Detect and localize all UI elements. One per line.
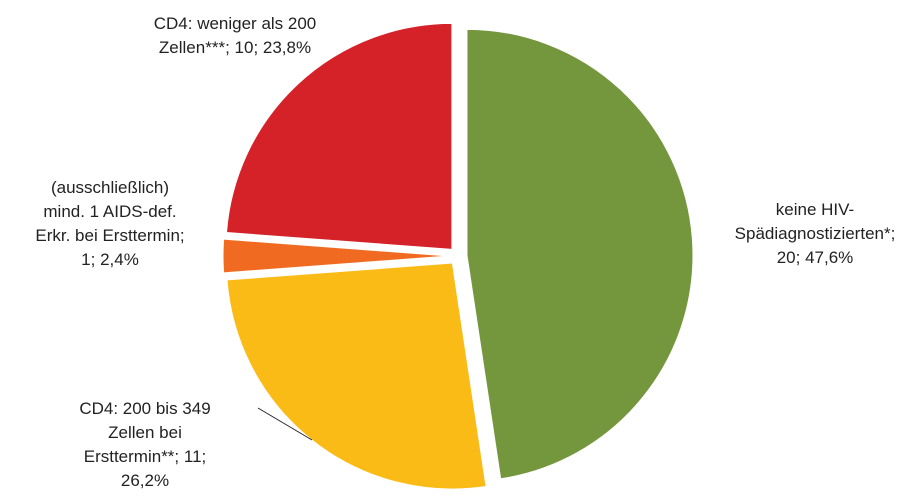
leader-line	[257, 407, 313, 441]
label-name: (ausschließlich) mind. 1 AIDS-def. Erkr.…	[35, 178, 180, 245]
label-name: CD4: weniger als 200 Zellen***	[153, 14, 317, 57]
label-percent: 47,6%	[805, 248, 854, 267]
data-label: keine HIV-Spädiagnostizierten* 20 47,6%	[730, 198, 900, 270]
pie-slice	[226, 262, 487, 490]
label-value: 11	[183, 447, 202, 466]
pie-slice	[222, 238, 450, 274]
label-value: 10	[234, 38, 254, 57]
label-percent: 2,4%	[100, 250, 139, 269]
label-percent: 26,2%	[120, 471, 170, 490]
label-name: CD4: 200 bis 349 Zellen bei Ersttermin**	[79, 399, 211, 466]
data-label: CD4: 200 bis 349 Zellen bei Ersttermin**…	[66, 397, 224, 493]
data-label: CD4: weniger als 200 Zellen***10 23,8%	[150, 12, 320, 60]
pie-slice	[466, 28, 694, 480]
label-value: 20	[776, 248, 796, 267]
label-percent: 23,8%	[262, 38, 312, 57]
label-value: 1	[81, 250, 91, 269]
label-name: keine HIV-Spädiagnostizierten*	[734, 200, 891, 243]
pie-slice	[225, 22, 453, 250]
data-label: (ausschließlich) mind. 1 AIDS-def. Erkr.…	[30, 176, 190, 272]
